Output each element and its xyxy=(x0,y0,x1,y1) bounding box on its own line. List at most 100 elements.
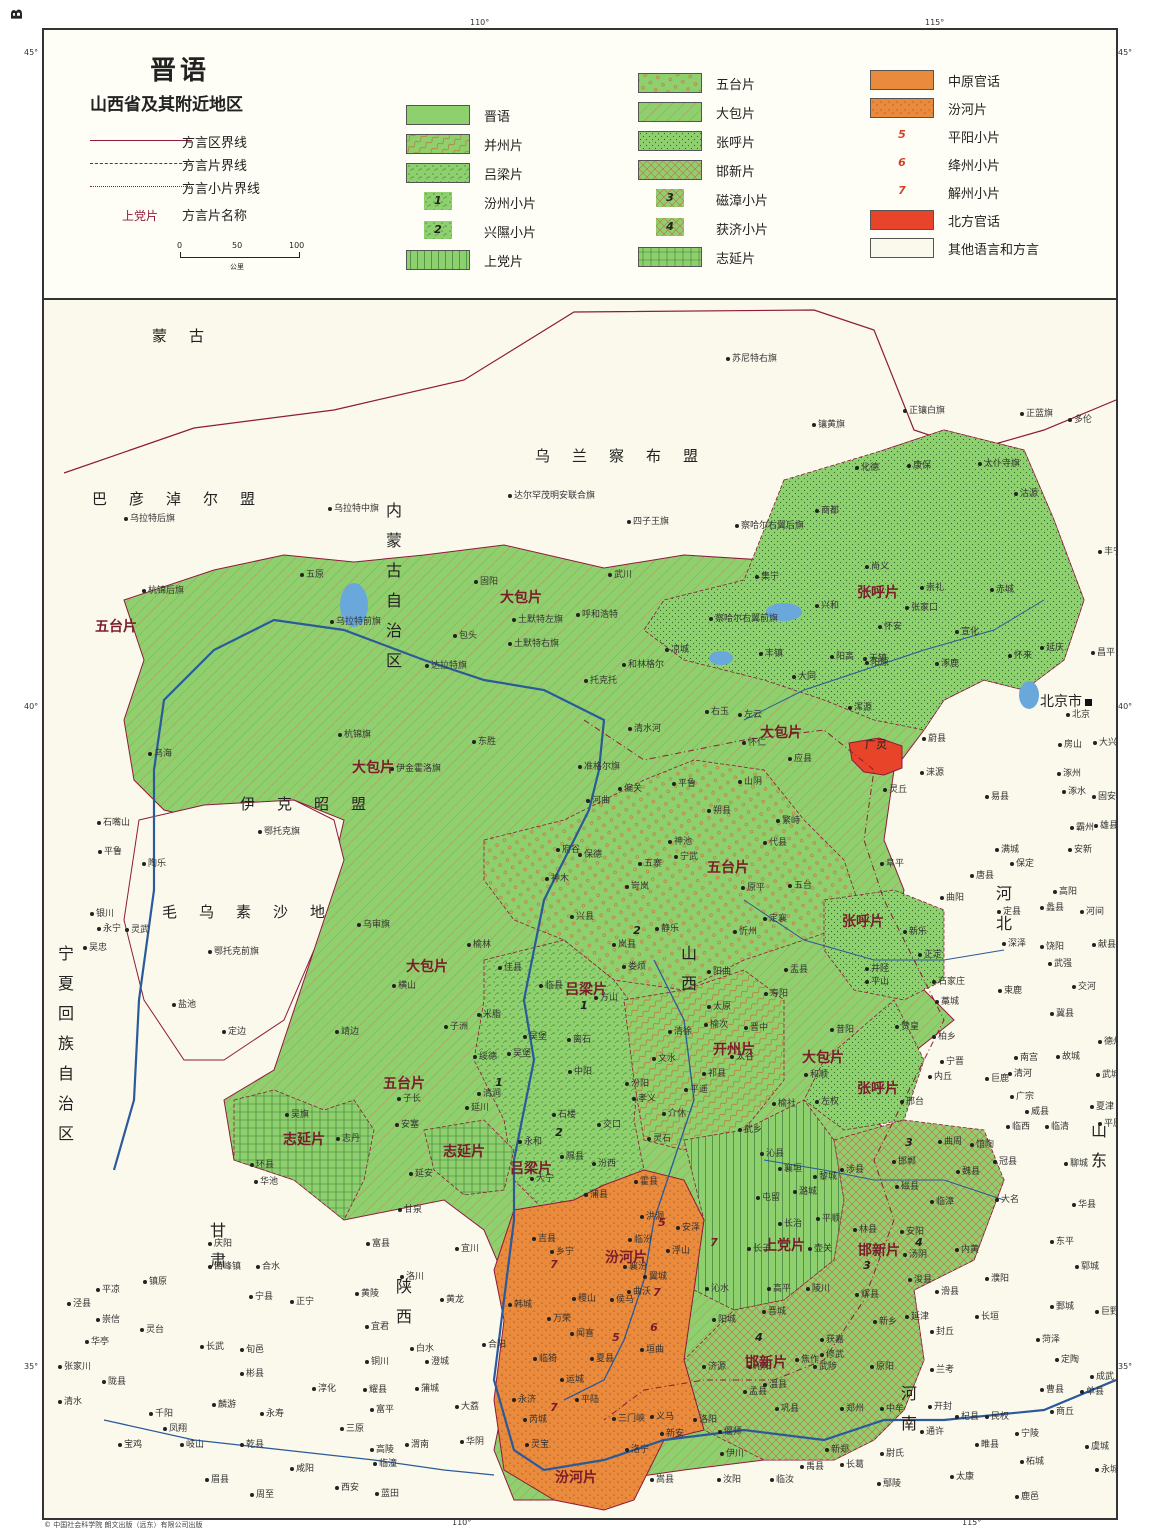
legend-label: 大包片 xyxy=(716,107,756,122)
city-label: 霍县 xyxy=(634,1174,658,1187)
city-dot-icon xyxy=(930,1367,934,1372)
city-label: 霸州 xyxy=(1070,820,1094,833)
city-dot-icon xyxy=(370,1407,374,1412)
city-dot-icon xyxy=(1072,1202,1076,1207)
city-dot-icon xyxy=(975,1442,979,1447)
city-dot-icon xyxy=(507,1051,511,1056)
lon-115-top: 115° xyxy=(925,18,945,27)
city-dot-icon xyxy=(590,1356,594,1361)
city-label: 封丘 xyxy=(930,1324,954,1337)
city-label: 咸阳 xyxy=(290,1461,314,1474)
city-label: 蔚县 xyxy=(922,731,946,744)
city-dot-icon xyxy=(1050,1239,1054,1244)
city-dot-icon xyxy=(840,1406,844,1411)
legend-label: 北方官话 xyxy=(948,215,1001,230)
city-label: 修武 xyxy=(820,1347,844,1360)
city-dot-icon xyxy=(672,781,676,786)
city-label: 禹县 xyxy=(800,1459,824,1472)
city-dot-icon xyxy=(375,1491,379,1496)
city-label: 隰县 xyxy=(560,1149,584,1162)
city-label: 汤阴 xyxy=(903,1247,927,1260)
city-label: 西安 xyxy=(335,1480,359,1493)
city-label: 兴县 xyxy=(570,909,594,922)
city-dot-icon xyxy=(1098,1121,1102,1126)
boundary-line-subarea xyxy=(90,186,192,187)
province-label: 河北 xyxy=(995,884,1012,933)
city-dot-icon xyxy=(767,1286,771,1291)
city-label: 灵丘 xyxy=(883,782,907,795)
dialect-area-label: 大包片 xyxy=(760,725,802,741)
city-dot-icon xyxy=(813,1364,817,1369)
city-dot-icon xyxy=(547,1316,551,1321)
city-dot-icon xyxy=(742,740,746,745)
city-label: 伊川 xyxy=(720,1446,744,1459)
dialect-area-label: 开州片 xyxy=(713,1042,755,1058)
city-dot-icon xyxy=(812,422,816,427)
beifang-guanhua-region xyxy=(848,737,903,776)
city-dot-icon xyxy=(576,612,580,617)
boundary-label-region: 方言区界线 xyxy=(182,136,248,151)
subarea-number: 2 xyxy=(555,1126,563,1139)
city-label: 定县 xyxy=(997,904,1021,917)
city-dot-icon xyxy=(523,1034,527,1039)
city-dot-icon xyxy=(676,1225,680,1230)
city-label: 大同 xyxy=(792,669,816,682)
dialect-area-label: 大包片 xyxy=(352,760,394,776)
city-dot-icon xyxy=(905,1314,909,1319)
city-label: 盐池 xyxy=(172,997,196,1010)
city-label: 盂县 xyxy=(784,962,808,975)
city-label: 原阳 xyxy=(870,1359,894,1372)
legend-label: 邯新片 xyxy=(716,165,756,180)
city-label: 深泽 xyxy=(1002,936,1026,949)
city-dot-icon xyxy=(709,616,713,621)
city-dot-icon xyxy=(1093,740,1097,745)
city-label: 灵石 xyxy=(647,1131,671,1144)
city-label: 绥德 xyxy=(473,1049,497,1062)
city-label: 安泽 xyxy=(676,1220,700,1233)
city-dot-icon xyxy=(763,840,767,845)
city-dot-icon xyxy=(1045,1124,1049,1129)
swatch-pattern xyxy=(407,251,469,269)
city-dot-icon xyxy=(1080,909,1084,914)
city-label: 吉县 xyxy=(532,1231,556,1244)
huangqihai-lake xyxy=(709,651,733,665)
legend-swatch xyxy=(638,73,702,93)
city-label: 保德 xyxy=(578,847,602,860)
city-dot-icon xyxy=(776,818,780,823)
city-dot-icon xyxy=(950,1474,954,1479)
legend-swatch xyxy=(870,238,934,258)
city-label: 华亭 xyxy=(85,1334,109,1347)
city-dot-icon xyxy=(705,1286,709,1291)
city-label: 河曲 xyxy=(586,793,610,806)
city-dot-icon xyxy=(793,1189,797,1194)
city-dot-icon xyxy=(1010,1094,1014,1099)
city-dot-icon xyxy=(808,1246,812,1251)
city-label: 娄烦 xyxy=(622,959,646,972)
lon-115-bottom: 115° xyxy=(962,1518,982,1527)
city-label: 志丹 xyxy=(336,1131,360,1144)
city-label: 固阳 xyxy=(474,574,498,587)
city-label: 武乡 xyxy=(738,1122,762,1135)
city-label: 乌拉特中旗 xyxy=(328,501,379,514)
city-dot-icon xyxy=(674,854,678,859)
city-label: 山阴 xyxy=(738,774,762,787)
city-label: 五原 xyxy=(300,567,324,580)
city-label: 昔阳 xyxy=(830,1022,854,1035)
city-dot-icon xyxy=(764,991,768,996)
city-label: 祁县 xyxy=(702,1066,726,1079)
city-label: 神池 xyxy=(668,834,692,847)
city-label: 东平 xyxy=(1050,1234,1074,1247)
city-label: 宁陵 xyxy=(1015,1426,1039,1439)
city-dot-icon xyxy=(1015,1431,1019,1436)
city-label: 赞皇 xyxy=(895,1019,919,1032)
city-label: 环县 xyxy=(250,1157,274,1170)
legend-label: 张呼片 xyxy=(716,136,756,151)
city-label: 巨鹿 xyxy=(985,1071,1009,1084)
city-label: 华县 xyxy=(1072,1197,1096,1210)
city-label: 正宁 xyxy=(290,1294,314,1307)
city-dot-icon xyxy=(300,572,304,577)
city-dot-icon xyxy=(717,1477,721,1482)
city-dot-icon xyxy=(930,1329,934,1334)
city-label: 武城 xyxy=(1096,1067,1116,1080)
city-dot-icon xyxy=(1015,1494,1019,1499)
